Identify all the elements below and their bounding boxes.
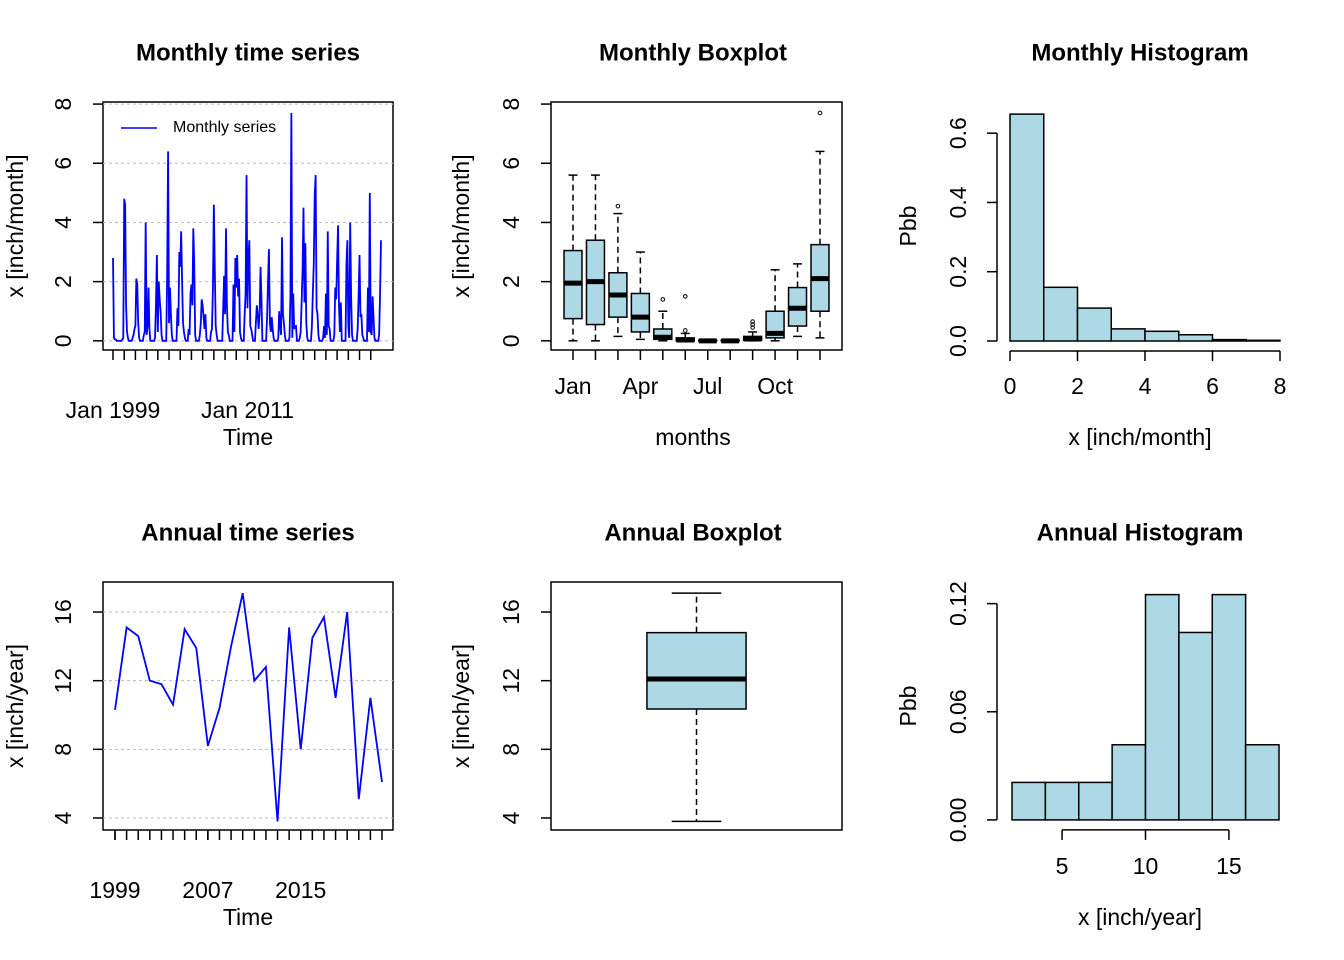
chart-title: Monthly time series <box>136 39 360 66</box>
box <box>646 631 747 710</box>
chart-title: Annual Boxplot <box>604 519 781 546</box>
x-tick-label: 2 <box>1071 373 1084 399</box>
x-tick-label: 4 <box>1139 373 1152 399</box>
histogram-bar <box>1178 334 1214 342</box>
y-axis-label: Pbb <box>895 206 921 247</box>
x-tick-label: 5 <box>1056 853 1069 879</box>
outlier <box>750 322 755 327</box>
y-axis-label: x [inch/year] <box>2 644 28 768</box>
plot-frame <box>550 101 843 351</box>
box <box>630 292 651 333</box>
x-tick-label: 0 <box>1004 373 1017 399</box>
y-tick-label: 12 <box>50 668 76 694</box>
y-tick-label: 4 <box>498 811 524 824</box>
y-tick-label: 0.12 <box>945 581 971 626</box>
y-tick-label: 6 <box>498 157 524 170</box>
y-tick-label: 0.6 <box>945 117 971 149</box>
histogram-bar <box>1144 593 1180 821</box>
histogram-bar <box>1144 330 1180 342</box>
x-tick-label: 6 <box>1206 373 1219 399</box>
y-axis-label: x [inch/month] <box>2 154 28 297</box>
y-tick-label: 8 <box>498 743 524 756</box>
x-tick-label: 2015 <box>275 877 326 903</box>
y-tick-label: 0.2 <box>945 256 971 288</box>
outlier <box>660 297 666 302</box>
y-axis-label: Pbb <box>895 686 921 727</box>
y-tick-label: 6 <box>50 157 76 170</box>
x-tick-label: 10 <box>1133 853 1159 879</box>
y-tick-label: 8 <box>50 743 76 756</box>
x-tick-label: 15 <box>1216 853 1242 879</box>
histogram-bar <box>1009 113 1045 342</box>
series-line <box>112 112 382 342</box>
plot-frame <box>550 581 843 831</box>
histogram-bar <box>1245 339 1281 342</box>
y-tick-label: 8 <box>50 98 76 111</box>
y-tick-label: 0.4 <box>945 186 971 218</box>
histogram-bar <box>1211 338 1247 342</box>
plot-frame <box>102 581 394 831</box>
y-tick-label: 4 <box>498 216 524 229</box>
x-axis-label: months <box>655 424 730 450</box>
y-tick-label: 0 <box>50 334 76 347</box>
x-axis-label: x [inch/year] <box>1078 904 1202 930</box>
outlier <box>615 203 621 209</box>
y-tick-label: 12 <box>498 668 524 694</box>
x-axis-label: Time <box>223 904 273 930</box>
y-tick-label: 0.00 <box>945 798 971 843</box>
histogram-bar <box>1043 286 1079 342</box>
histogram-bar <box>1078 781 1113 821</box>
y-tick-label: 4 <box>50 811 76 824</box>
x-tick-label: 1999 <box>89 877 140 903</box>
chart-title: Annual time series <box>141 519 354 546</box>
x-tick-label: Jan <box>554 373 591 399</box>
series-line <box>114 592 383 822</box>
histogram-bar <box>1011 781 1047 821</box>
outlier <box>817 110 823 116</box>
histogram-bar <box>1044 781 1080 821</box>
y-tick-label: 8 <box>498 98 524 111</box>
histogram-bar <box>1178 631 1213 821</box>
histogram-bar <box>1110 328 1146 342</box>
outlier <box>682 294 688 299</box>
chart-title: Monthly Boxplot <box>599 39 787 66</box>
y-tick-label: 16 <box>498 599 524 625</box>
chart-title: Annual Histogram <box>1037 519 1244 546</box>
y-tick-label: 0 <box>498 334 524 347</box>
x-tick-label: Jul <box>693 373 722 399</box>
outlier <box>750 325 755 330</box>
histogram-bar <box>1111 744 1147 821</box>
y-tick-label: 0.0 <box>945 325 971 357</box>
outlier <box>682 328 688 333</box>
x-tick-label: Jan 2011 <box>201 397 294 423</box>
x-tick-label: 2007 <box>182 877 233 903</box>
x-axis-label: Time <box>223 424 273 450</box>
x-tick-label: Jan 1999 <box>66 397 161 423</box>
y-tick-label: 2 <box>50 275 76 288</box>
y-axis-label: x [inch/month] <box>448 154 474 297</box>
histogram-bar <box>1076 307 1112 342</box>
y-axis-label: x [inch/year] <box>448 644 474 768</box>
y-tick-label: 16 <box>50 599 76 625</box>
outlier <box>750 319 755 324</box>
x-tick-label: Apr <box>622 373 658 399</box>
x-tick-label: Oct <box>757 373 793 399</box>
y-tick-label: 4 <box>50 216 76 229</box>
chart-title: Monthly Histogram <box>1031 39 1248 66</box>
y-tick-label: 0.06 <box>945 689 971 734</box>
x-tick-label: 8 <box>1274 373 1287 399</box>
legend-label: Monthly series <box>173 119 276 136</box>
x-axis-label: x [inch/month] <box>1068 424 1211 450</box>
histogram-bar <box>1244 744 1280 821</box>
y-tick-label: 2 <box>498 275 524 288</box>
histogram-bar <box>1211 593 1247 821</box>
